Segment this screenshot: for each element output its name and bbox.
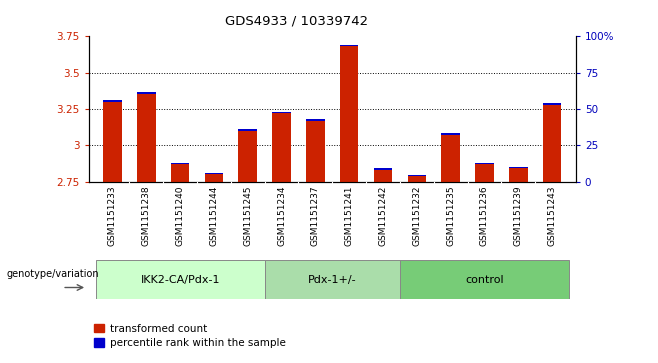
Text: GSM1151233: GSM1151233 [108, 185, 117, 246]
Text: GSM1151234: GSM1151234 [277, 185, 286, 246]
Bar [238, 129, 257, 131]
Bar [272, 111, 291, 113]
Bar [95, 260, 265, 299]
Text: GSM1151243: GSM1151243 [547, 185, 557, 246]
Bar [475, 163, 494, 164]
Bar [543, 105, 561, 182]
Bar [171, 163, 190, 164]
Bar [442, 133, 460, 135]
Bar [205, 173, 223, 174]
Bar [306, 121, 324, 182]
Text: GSM1151237: GSM1151237 [311, 185, 320, 246]
Bar [137, 94, 155, 182]
Bar [205, 174, 223, 182]
Bar [509, 167, 528, 168]
Bar [265, 260, 400, 299]
Text: GSM1151238: GSM1151238 [142, 185, 151, 246]
Bar [103, 100, 122, 102]
Text: GSM1151242: GSM1151242 [378, 185, 388, 246]
Bar [103, 102, 122, 182]
Text: GSM1151244: GSM1151244 [209, 185, 218, 246]
Text: Pdx-1+/-: Pdx-1+/- [308, 274, 357, 285]
Text: genotype/variation: genotype/variation [7, 269, 99, 278]
Text: GSM1151245: GSM1151245 [243, 185, 252, 246]
Bar [374, 168, 392, 170]
Bar [509, 168, 528, 182]
Text: GDS4933 / 10339742: GDS4933 / 10339742 [224, 15, 368, 28]
Text: GSM1151235: GSM1151235 [446, 185, 455, 246]
Text: GSM1151239: GSM1151239 [514, 185, 522, 246]
Bar [400, 260, 569, 299]
Bar [171, 164, 190, 182]
Text: GSM1151240: GSM1151240 [176, 185, 185, 246]
Bar [475, 164, 494, 182]
Text: GSM1151236: GSM1151236 [480, 185, 489, 246]
Text: GSM1151232: GSM1151232 [413, 185, 421, 246]
Bar [407, 175, 426, 176]
Bar [374, 170, 392, 182]
Bar [407, 176, 426, 182]
Bar [543, 103, 561, 105]
Bar [442, 135, 460, 182]
Text: control: control [465, 274, 504, 285]
Bar [340, 46, 359, 182]
Bar [272, 113, 291, 182]
Bar [238, 131, 257, 182]
Text: GSM1151241: GSM1151241 [345, 185, 354, 246]
Legend: transformed count, percentile rank within the sample: transformed count, percentile rank withi… [94, 324, 286, 348]
Bar [137, 92, 155, 94]
Text: IKK2-CA/Pdx-1: IKK2-CA/Pdx-1 [140, 274, 220, 285]
Bar [306, 119, 324, 121]
Bar [340, 45, 359, 46]
